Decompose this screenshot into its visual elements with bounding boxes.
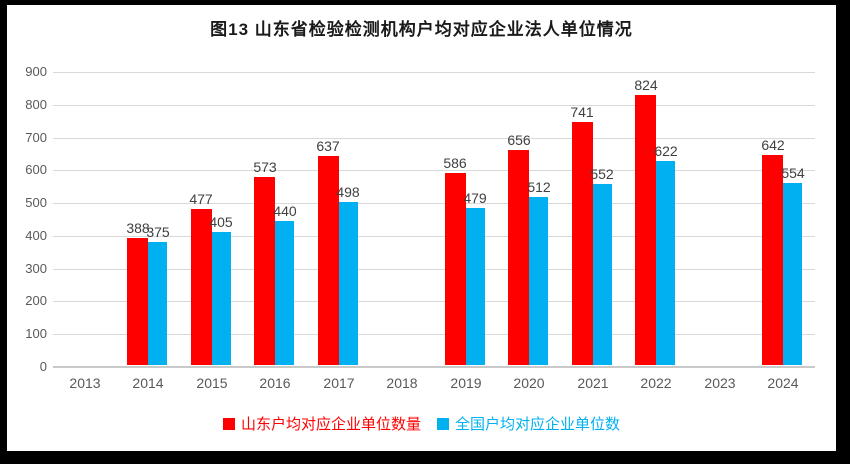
- grid-line: [53, 72, 815, 73]
- x-tick-label: 2021: [577, 375, 609, 391]
- bar-shandong-2021: [572, 122, 593, 365]
- y-tick-label: 100: [25, 326, 47, 341]
- x-tick-label: 2018: [386, 375, 418, 391]
- legend-swatch-national: [437, 417, 449, 430]
- bar-label-shandong-2022: 824: [634, 77, 658, 93]
- bar-shandong-2022: [635, 95, 656, 365]
- bar-national-2020: [529, 197, 548, 365]
- y-tick-label: 600: [25, 162, 47, 177]
- grid-line: [53, 334, 815, 335]
- bar-label-shandong-2017: 637: [316, 138, 340, 154]
- bar-label-national-2014: 375: [146, 224, 170, 240]
- bar-shandong-2014: [127, 238, 148, 365]
- bar-label-national-2021: 552: [590, 166, 614, 182]
- bar-label-national-2017: 498: [336, 184, 360, 200]
- x-tick-label: 2017: [323, 375, 355, 391]
- y-tick-label: 900: [25, 64, 47, 79]
- x-tick-label: 2024: [767, 375, 799, 391]
- legend-item-national: 全国户均对应企业单位数: [437, 413, 620, 434]
- bar-national-2019: [466, 208, 485, 365]
- bar-shandong-2016: [254, 177, 275, 365]
- y-tick-label: 500: [25, 195, 47, 210]
- legend-label-national: 全国户均对应企业单位数: [455, 416, 621, 433]
- bar-national-2017: [339, 202, 358, 365]
- x-tick-label: 2020: [513, 375, 545, 391]
- plot-area: 0 100 200 300 400 500 600 700 800 900 2013 2014 388 3…: [25, 64, 815, 391]
- x-tick-label: 2022: [640, 375, 672, 391]
- bar-label-national-2022: 622: [654, 143, 678, 159]
- x-tick-label: 2014: [132, 375, 164, 391]
- y-tick-label: 800: [25, 97, 47, 112]
- x-tick-label: 2019: [450, 375, 482, 391]
- y-tick-label: 300: [25, 261, 47, 276]
- x-tick-label: 2013: [69, 375, 101, 391]
- x-tick-label: 2016: [259, 375, 291, 391]
- bar-national-2024: [783, 183, 802, 365]
- x-tick-label: 2015: [196, 375, 228, 391]
- bar-label-shandong-2021: 741: [570, 104, 594, 120]
- bar-national-2015: [212, 232, 231, 365]
- bar-label-national-2016: 440: [273, 203, 297, 219]
- bar-label-national-2024: 554: [781, 165, 805, 181]
- x-axis-line: [53, 366, 815, 368]
- y-tick-label: 0: [39, 359, 47, 374]
- bar-shandong-2019: [445, 173, 466, 365]
- legend: 山东户均对应企业单位数量 全国户均对应企业单位数: [7, 413, 836, 434]
- bar-label-shandong-2015: 477: [189, 191, 213, 207]
- grid-line: [53, 170, 815, 171]
- bar-national-2022: [656, 161, 675, 365]
- grid-line: [53, 236, 815, 237]
- bar-label-shandong-2014: 388: [126, 220, 150, 236]
- bar-shandong-2024: [762, 155, 783, 365]
- grid-line: [53, 105, 815, 106]
- grid-line: [53, 301, 815, 302]
- bar-national-2014: [148, 242, 167, 365]
- chart-title: 图13 山东省检验检测机构户均对应企业法人单位情况: [210, 20, 633, 39]
- bar-shandong-2020: [508, 150, 529, 365]
- legend-item-shandong: 山东户均对应企业单位数量: [222, 413, 421, 434]
- legend-swatch-shandong: [222, 417, 235, 430]
- bar-shandong-2015: [191, 209, 212, 365]
- grid-line: [53, 138, 815, 139]
- bar-label-shandong-2020: 656: [507, 132, 531, 148]
- legend-label-shandong: 山东户均对应企业单位数量: [240, 416, 421, 433]
- bar-label-shandong-2019: 586: [443, 155, 467, 171]
- bar-label-shandong-2016: 573: [253, 159, 277, 175]
- chart-card: 图13 山东省检验检测机构户均对应企业法人单位情况 0 100 200 300 400 5…: [7, 5, 836, 451]
- y-tick-label: 200: [25, 293, 47, 308]
- bar-label-shandong-2024: 642: [761, 137, 785, 153]
- bar-shandong-2017: [318, 156, 339, 365]
- bar-label-national-2020: 512: [527, 179, 551, 195]
- bar-national-2016: [275, 221, 294, 365]
- bar-label-national-2015: 405: [209, 214, 233, 230]
- bar-label-national-2019: 479: [463, 190, 487, 206]
- x-tick-label: 2023: [704, 375, 736, 391]
- y-tick-label: 700: [25, 130, 47, 145]
- y-tick-label: 400: [25, 228, 47, 243]
- bar-national-2021: [593, 184, 612, 365]
- grid-line: [53, 203, 815, 204]
- grid-line: [53, 269, 815, 270]
